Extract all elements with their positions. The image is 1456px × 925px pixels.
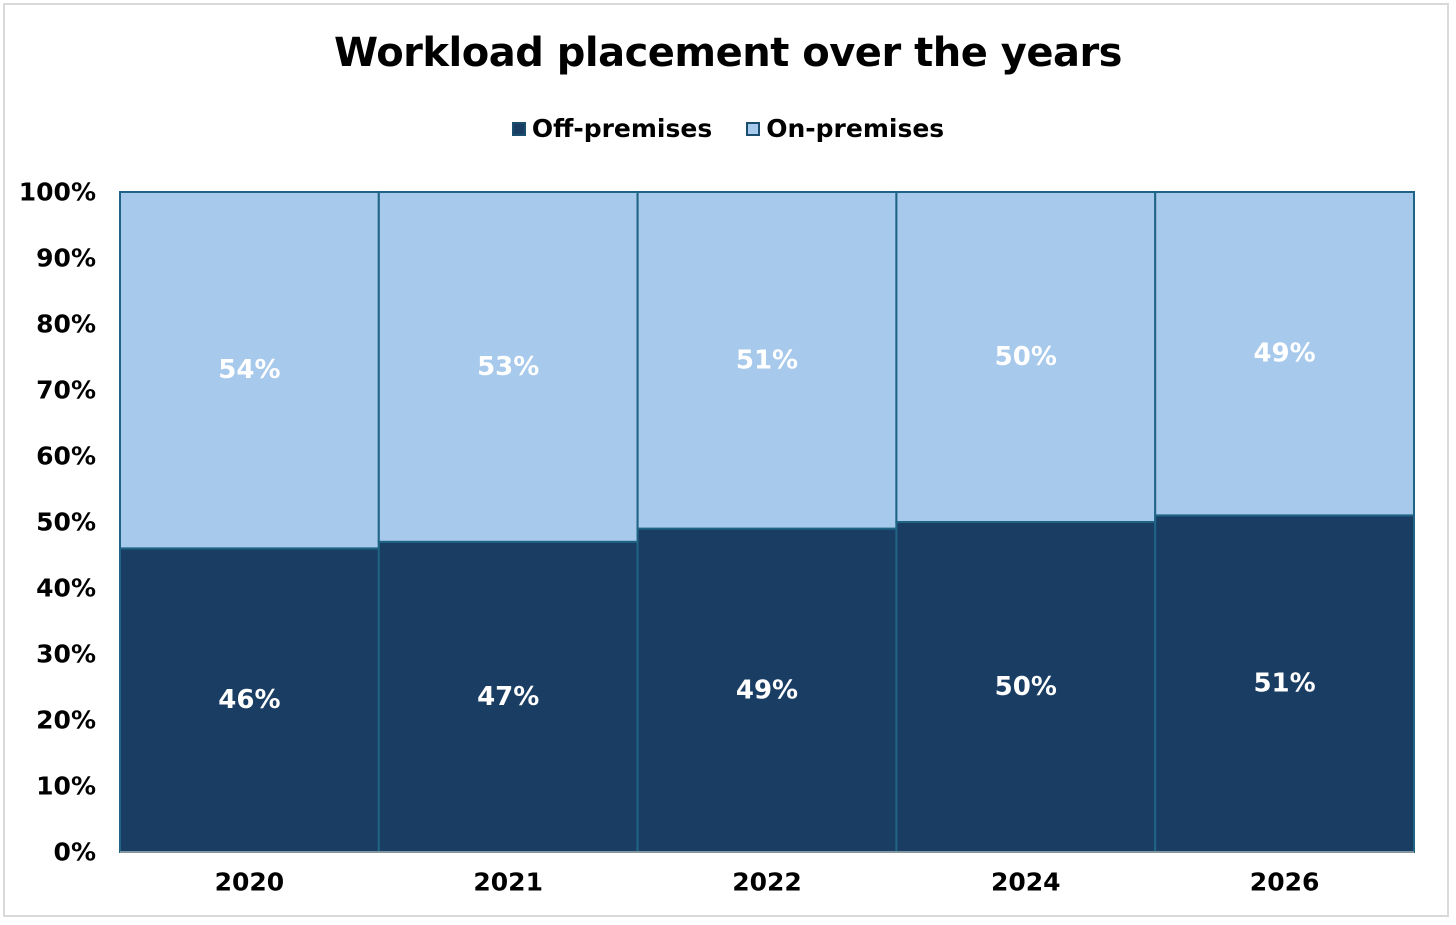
data-label: 46% — [218, 685, 280, 715]
y-tick-label: 70% — [36, 376, 96, 405]
legend-label-off-premises: Off-premises — [531, 114, 713, 143]
y-tick-label: 0% — [54, 838, 96, 867]
legend-swatch-off-premises — [511, 121, 526, 136]
y-tick-label: 30% — [36, 640, 96, 669]
bar-segment-off-premises — [377, 540, 639, 853]
y-tick-label: 90% — [36, 244, 96, 273]
legend-swatch-on-premises — [746, 121, 761, 136]
data-label: 47% — [477, 682, 539, 712]
bar-segment-on-premises — [1154, 191, 1415, 517]
x-tick-label: 2020 — [215, 868, 285, 897]
x-tick-label: 2021 — [473, 868, 543, 897]
y-tick-label: 60% — [36, 442, 96, 471]
y-tick-label: 20% — [36, 706, 96, 735]
chart-legend: Off-premises On-premises — [0, 114, 1456, 143]
legend-item-on-premises: On-premises — [746, 114, 944, 143]
legend-label-on-premises: On-premises — [766, 114, 945, 143]
x-tick-label: 2024 — [991, 868, 1061, 897]
bar-segment-on-premises — [636, 191, 898, 530]
bar-segment-on-premises — [119, 191, 380, 550]
data-label: 50% — [995, 672, 1057, 702]
y-tick-label: 50% — [36, 508, 96, 537]
bar-segment-off-premises — [636, 527, 898, 853]
data-label: 51% — [736, 345, 798, 375]
y-tick-label: 10% — [36, 772, 96, 801]
x-tick-label: 2026 — [1250, 868, 1320, 897]
data-label: 53% — [477, 352, 539, 382]
x-tick-label: 2022 — [732, 868, 802, 897]
y-tick-label: 40% — [36, 574, 96, 603]
bar-segment-off-premises — [1154, 514, 1415, 854]
bar-segment-on-premises — [377, 191, 639, 543]
chart-title: Workload placement over the years — [334, 30, 1122, 76]
data-label: 50% — [995, 342, 1057, 372]
data-label: 49% — [1253, 339, 1315, 369]
data-label: 49% — [736, 675, 798, 705]
bar-segment-on-premises — [895, 191, 1157, 523]
data-label: 51% — [1253, 669, 1315, 699]
legend-item-off-premises: Off-premises — [511, 114, 713, 143]
y-tick-label: 100% — [19, 178, 96, 207]
bar-segment-off-premises — [895, 521, 1157, 853]
data-label: 54% — [218, 355, 280, 385]
y-tick-label: 80% — [36, 310, 96, 339]
